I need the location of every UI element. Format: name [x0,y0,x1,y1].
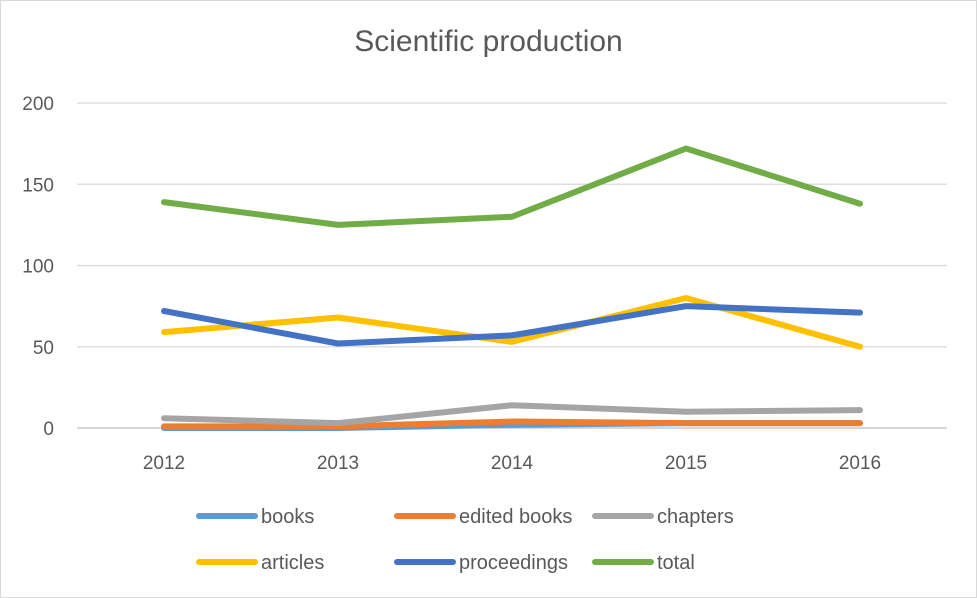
y-tick-label: 100 [22,257,54,278]
y-tick-label: 200 [22,94,54,115]
legend-label: edited books [459,506,572,528]
legend-label: proceedings [459,552,568,574]
series-line-proceedings [161,303,863,347]
legend-item: articles [196,552,324,574]
legend-item: books [196,506,314,528]
legend-item: chapters [592,506,734,528]
legend-label: total [657,552,695,574]
series-line-articles [161,295,863,350]
legend-label: chapters [657,506,734,528]
y-tick-label: 0 [43,419,54,440]
series-line-total [161,145,863,228]
chart-title: Scientific production [354,25,623,58]
x-tick-label: 2014 [491,453,534,474]
legend-item: edited books [394,506,572,528]
legend-item: proceedings [394,552,568,574]
legend-item: total [592,552,695,574]
x-tick-label: 2016 [839,453,881,474]
x-tick-label: 2012 [143,453,185,474]
legend-label: books [261,506,314,528]
legend-label: articles [261,552,324,574]
y-tick-label: 150 [22,175,54,196]
x-tick-label: 2013 [317,453,359,474]
x-tick-label: 2015 [665,453,707,474]
series-line-chapters [161,402,863,427]
series-line-edited-books [161,418,863,430]
y-tick-label: 50 [33,338,54,359]
